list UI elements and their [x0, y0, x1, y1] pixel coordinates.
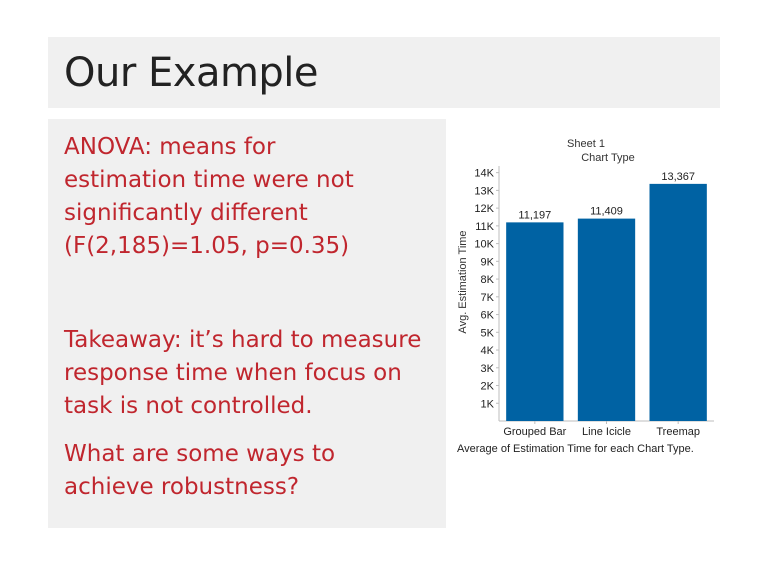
- y-tick-label: 11K: [475, 221, 494, 233]
- slide-title: Our Example: [64, 50, 319, 96]
- y-tick-label: 1K: [481, 398, 495, 410]
- y-tick-label: 6K: [481, 310, 495, 322]
- bar: [577, 218, 636, 421]
- chart-caption: Average of Estimation Time for each Char…: [457, 443, 694, 455]
- bar-value-label: 11,197: [518, 209, 551, 221]
- y-tick-label: 4K: [481, 345, 495, 357]
- chart-subtitle: Chart Type: [581, 152, 635, 164]
- anova-line: significantly different: [64, 200, 308, 226]
- chart-title: Sheet 1: [567, 138, 605, 150]
- bar-chart-svg: Sheet 1 Chart Type Avg. Estimation Time …: [457, 138, 714, 455]
- chart-marks: 1K 2K 3K 4K 5K 6K 7K 8K 9K 10K 11K 12K 13K 14K 11,197 G…: [474, 166, 714, 438]
- title-box: Our Example: [48, 37, 720, 108]
- anova-line: (F(2,185)=1.05, p=0.35): [64, 233, 350, 259]
- question-line: What are some ways to: [64, 441, 336, 467]
- bar-value-label: 11,409: [590, 206, 623, 218]
- question-line: achieve robustness?: [64, 474, 300, 500]
- takeaway-line: response time when focus on: [64, 360, 402, 386]
- x-tick-label: Grouped Bar: [503, 426, 566, 438]
- x-tick-label: Treemap: [656, 426, 700, 438]
- y-tick-label: 3K: [481, 363, 495, 375]
- anova-line: estimation time were not: [64, 167, 354, 193]
- bar-chart: Sheet 1 Chart Type Avg. Estimation Time …: [452, 132, 716, 462]
- bar: [506, 222, 564, 421]
- x-tick-label: Line Icicle: [582, 426, 631, 438]
- y-tick-label: 2K: [481, 381, 495, 393]
- y-tick-label: 13K: [474, 185, 494, 197]
- bar: [649, 183, 707, 421]
- y-tick-label: 9K: [481, 256, 495, 268]
- takeaway-paragraph: Takeaway: it’s hard to measure response …: [64, 324, 438, 423]
- anova-paragraph: ANOVA: means for estimation time were no…: [64, 131, 438, 263]
- question-paragraph: What are some ways to achieve robustness…: [64, 438, 438, 504]
- text-box: ANOVA: means for estimation time were no…: [48, 119, 446, 528]
- y-axis-label: Avg. Estimation Time: [457, 230, 469, 333]
- takeaway-line: Takeaway: it’s hard to measure: [64, 327, 422, 353]
- y-tick-label: 12K: [474, 203, 494, 215]
- y-tick-label: 8K: [481, 274, 495, 286]
- bar-value-label: 13,367: [661, 171, 695, 183]
- y-tick-label: 7K: [481, 292, 495, 304]
- y-tick-label: 10K: [474, 239, 494, 251]
- y-tick-label: 5K: [481, 327, 495, 339]
- y-tick-label: 14K: [474, 168, 494, 180]
- takeaway-line: task is not controlled.: [64, 393, 313, 419]
- anova-line: ANOVA: means for: [64, 134, 276, 160]
